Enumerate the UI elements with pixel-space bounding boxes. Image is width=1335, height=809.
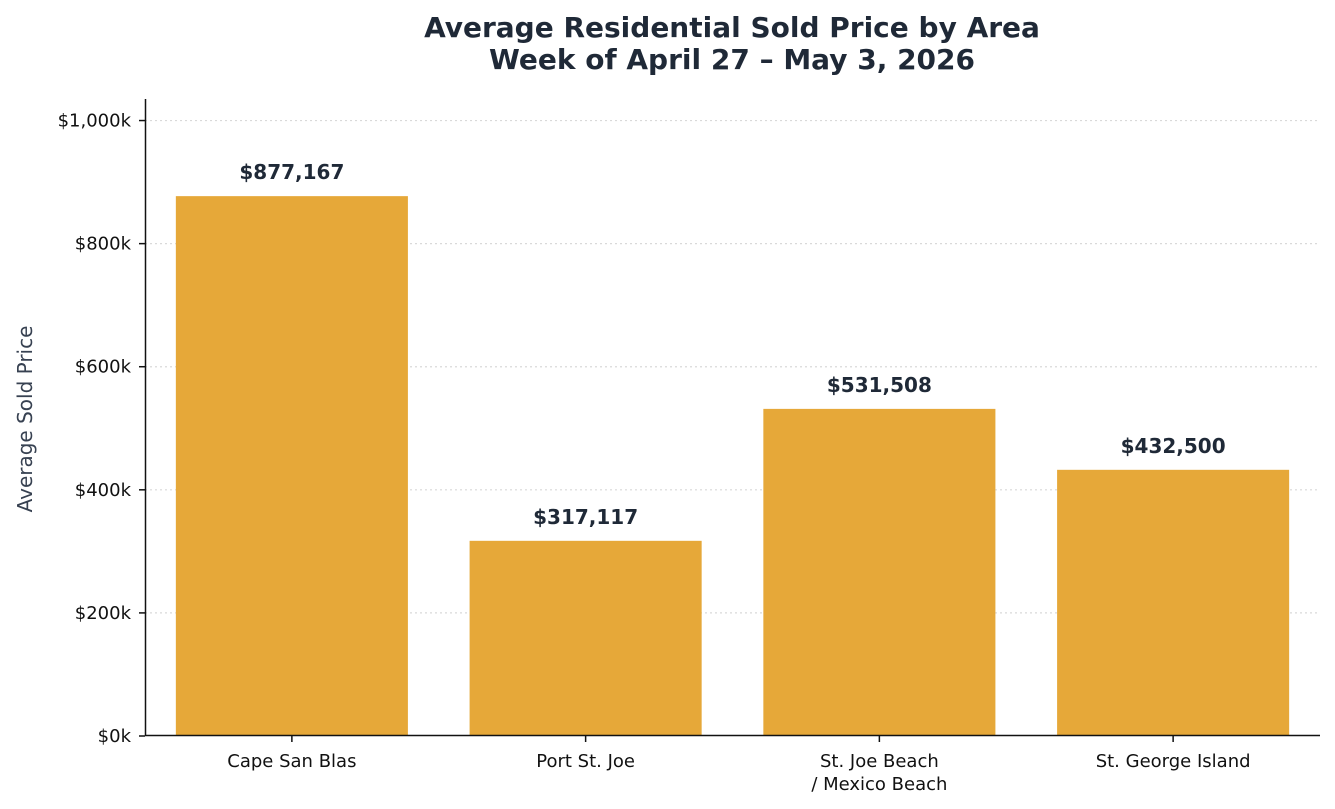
x-tick-label: St. Joe Beach [820,751,939,772]
axes [144,99,1320,737]
data-label: $531,508 [827,373,932,397]
x-tick-label: Port St. Joe [536,751,635,772]
x-tick-label: St. George Island [1096,751,1251,772]
y-tick-label: $1,000k [58,111,132,132]
bar [1057,469,1290,736]
bar [469,540,702,736]
y-tick-label: $800k [75,234,132,255]
x-tick-label: Cape San Blas [227,751,356,772]
y-axis-label: Average Sold Price [13,326,37,513]
chart-title: Average Residential Sold Price by Area W… [424,11,1040,76]
data-labels: $877,167 $317,117 $531,508 $432,500 [239,160,1225,529]
y-tick-label: $0k [98,726,132,747]
y-tick-label: $200k [75,603,132,624]
data-label: $432,500 [1121,434,1226,458]
bar [763,408,996,736]
y-tick-label: $400k [75,480,132,501]
chart-title-line-2: Week of April 27 – May 3, 2026 [489,43,975,76]
data-label: $877,167 [239,160,344,184]
bar [175,196,408,737]
data-label: $317,117 [533,505,638,529]
bars [175,196,1290,737]
y-tick-label: $600k [75,357,132,378]
y-axis-ticks: $0k $200k $400k $600k $800k $1,000k [58,111,145,747]
x-tick-label: / Mexico Beach [811,774,947,795]
chart-title-line-1: Average Residential Sold Price by Area [424,11,1040,44]
x-axis-ticks: Cape San Blas Port St. Joe St. Joe Beach/ … [227,736,1251,795]
